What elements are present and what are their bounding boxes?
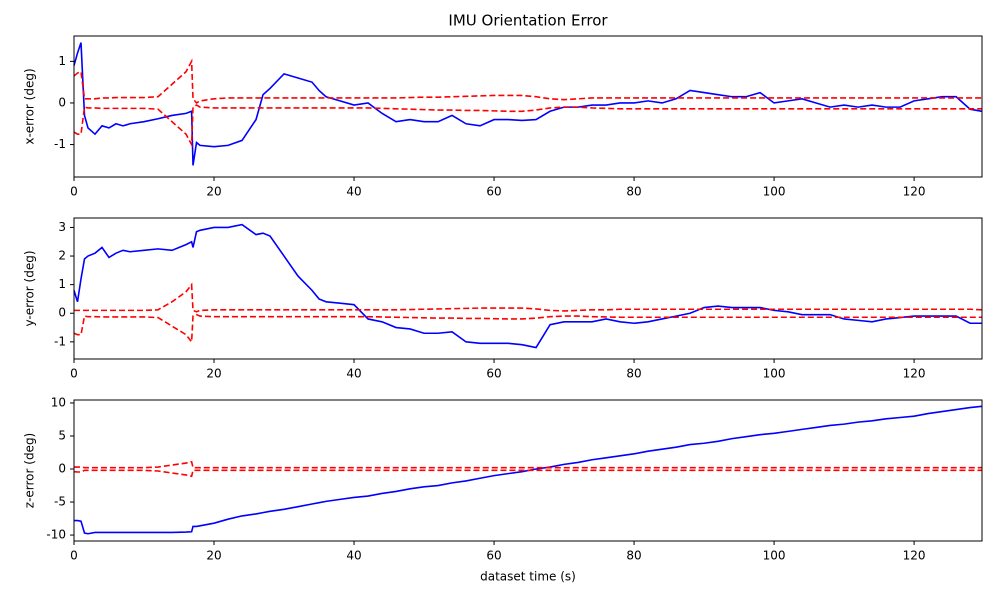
series-line bbox=[73, 42, 983, 166]
series-line bbox=[74, 405, 983, 535]
plot-frame bbox=[73, 217, 983, 360]
series-line bbox=[73, 104, 982, 148]
x-tick-label: 60 bbox=[486, 185, 501, 199]
y-tick-label: -1 bbox=[54, 334, 66, 348]
x-tick-label: 60 bbox=[486, 549, 501, 563]
y-axis-label: x-error (deg) bbox=[23, 68, 37, 144]
y-axis-label: z-error (deg) bbox=[23, 433, 37, 508]
y-tick-label: 1 bbox=[58, 277, 66, 291]
x-tick-label: 0 bbox=[70, 185, 78, 199]
x-tick-label: 0 bbox=[70, 549, 78, 563]
plot-frame bbox=[73, 35, 983, 178]
x-tick-label: 100 bbox=[763, 549, 786, 563]
x-tick-label: 80 bbox=[626, 549, 641, 563]
y-tick-label: -10 bbox=[46, 528, 66, 542]
x-tick-label: 20 bbox=[206, 367, 221, 381]
x-tick-label: 40 bbox=[346, 367, 361, 381]
x-tick-label: 40 bbox=[346, 185, 361, 199]
x-tick-label: 80 bbox=[626, 367, 641, 381]
x-tick-label: 120 bbox=[903, 185, 926, 199]
series-line bbox=[73, 313, 982, 345]
series-line bbox=[74, 282, 983, 313]
y-tick-label: 2 bbox=[58, 249, 66, 263]
x-tick-label: 20 bbox=[206, 549, 221, 563]
x-tick-label: 80 bbox=[626, 185, 641, 199]
y-tick-label: 0 bbox=[58, 95, 66, 109]
y-tick-label: 10 bbox=[51, 395, 66, 409]
y-tick-label: 1 bbox=[58, 54, 66, 68]
x-tick-label: 120 bbox=[903, 549, 926, 563]
series-line bbox=[74, 460, 982, 469]
x-tick-label: 40 bbox=[346, 549, 361, 563]
series-line bbox=[73, 58, 982, 104]
x-tick-label: 120 bbox=[903, 367, 926, 381]
x-tick-label: 100 bbox=[763, 367, 786, 381]
series-line bbox=[73, 223, 982, 349]
x-tick-label: 100 bbox=[763, 185, 786, 199]
y-axis-label: y-error (deg) bbox=[23, 250, 37, 326]
series-line bbox=[73, 469, 982, 478]
plot-frame bbox=[73, 399, 983, 542]
y-tick-label: -1 bbox=[54, 137, 66, 151]
x-axis-label: dataset time (s) bbox=[480, 570, 576, 584]
x-tick-label: 20 bbox=[206, 185, 221, 199]
y-tick-label: 0 bbox=[58, 462, 66, 476]
y-tick-label: 5 bbox=[58, 428, 66, 442]
y-tick-label: -5 bbox=[54, 495, 66, 509]
x-tick-label: 0 bbox=[70, 367, 78, 381]
chart-title: IMU Orientation Error bbox=[448, 12, 608, 30]
y-tick-label: 0 bbox=[58, 306, 66, 320]
x-tick-label: 60 bbox=[486, 367, 501, 381]
y-tick-label: 3 bbox=[58, 220, 66, 234]
